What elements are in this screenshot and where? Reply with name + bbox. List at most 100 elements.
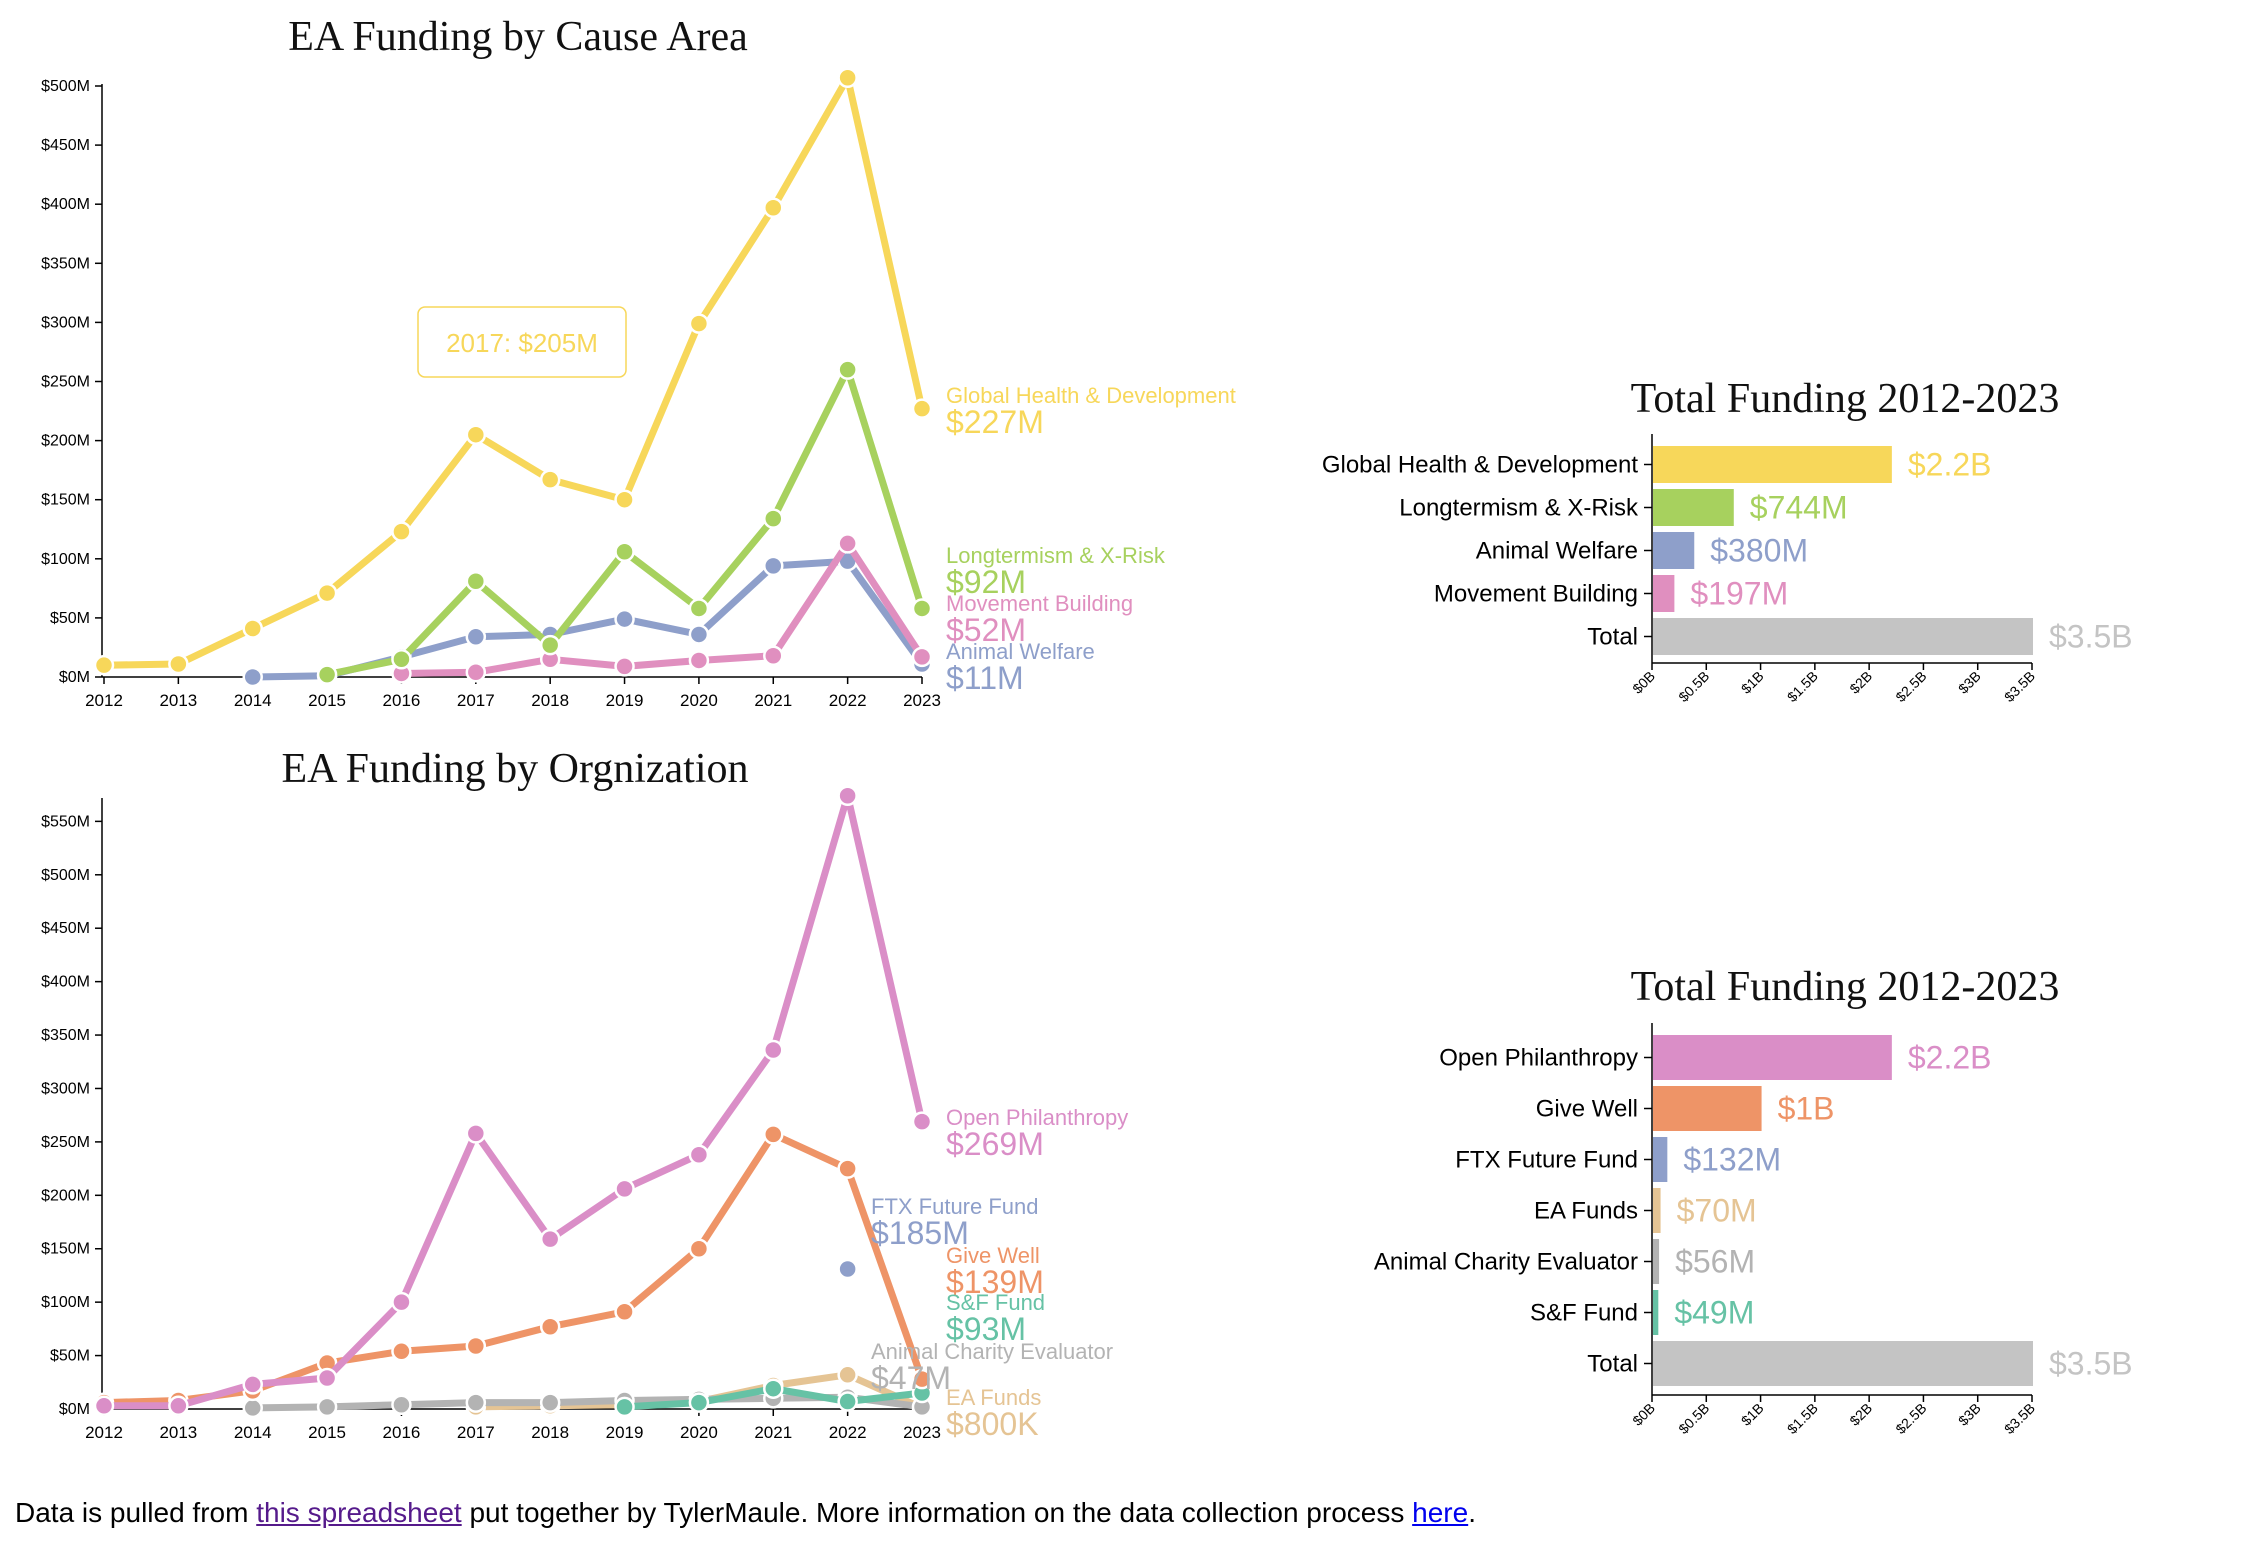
tooltip-box [417,306,627,378]
tooltip-text: 2017: $205M [446,328,598,358]
y-tick-label: $300M [41,314,90,331]
x-tick-label: 2017 [457,1423,495,1442]
data-point-longtermism-and-x-risk-2017 [465,571,487,592]
bar-value-longtermism-and-x-risk: $744M [1750,490,1848,526]
y-tick-label: $250M [41,1134,90,1151]
end-label-name-sandf-fund: S&F Fund [946,1290,1045,1315]
bar-total [1653,618,2033,655]
y-tick-label: $350M [41,255,90,272]
data-point-ea-funds-2022 [837,1364,858,1386]
series-animal-charity-evaluator [242,1386,933,1419]
data-point-open-philanthropy-2015 [316,1367,338,1389]
bar-value-sandf-fund: $49M [1674,1295,1754,1331]
category-label-movement-building: Movement Building [1434,581,1638,608]
x-tick-label: 2016 [383,691,421,710]
x-tick-label: 2015 [308,691,346,710]
data-point-global-health-and-development-2023 [911,398,933,419]
bar-ea-funds [1653,1188,1661,1233]
x-tick-label: $1.5B [1784,1400,1821,1437]
bar-value-ea-funds: $70M [1677,1193,1757,1229]
data-point-open-philanthropy-2023 [911,1111,933,1132]
data-point-open-philanthropy-2021 [763,1039,784,1061]
x-tick-label: 2021 [754,1423,792,1442]
data-point-movement-building-2020 [688,650,710,671]
bar-value-global-health-and-development: $2.2B [1908,447,1992,483]
bar-give-well [1653,1086,1762,1131]
bar-value-ftx-future-fund: $132M [1683,1142,1781,1178]
x-tick-label: 2016 [383,1423,421,1442]
bar-total [1653,1341,2033,1386]
x-tick-label: 2015 [308,1423,346,1442]
y-tick-label: $150M [41,1241,90,1258]
bar-value-animal-welfare: $380M [1710,533,1808,569]
y-tick-label: $250M [41,374,90,391]
data-point-animal-welfare-2019 [614,608,635,630]
series-ftx-future-fund [837,1258,858,1280]
data-point-longtermism-and-x-risk-2022 [837,359,858,380]
y-tick-label: $0M [59,1401,90,1418]
data-point-animal-welfare-2017 [465,626,487,648]
series-sandf-fund [614,1378,933,1418]
y-tick-label: $100M [41,1294,90,1311]
x-tick-label: $0.5B [1675,1400,1712,1437]
y-tick-label: $200M [41,433,90,450]
data-point-global-health-and-development-2022 [837,67,858,88]
data-point-open-philanthropy-2020 [688,1144,710,1165]
x-tick-label: 2020 [680,1423,718,1442]
bar-value-animal-charity-evaluator: $56M [1675,1244,1755,1280]
y-tick-label: $400M [41,196,90,213]
chart-organization-total-bar-chart: Total Funding 2012-2023 Open Philanthropy… [1374,964,2133,1437]
x-tick-label: 2014 [234,691,272,710]
x-tick-label: 2018 [531,1423,569,1442]
chart-cause-area-line-chart: EA Funding by Cause Area $0M $50M $100M $150… [41,14,1236,710]
x-tick-label: 2019 [606,691,644,710]
data-point-open-philanthropy-2013 [168,1395,189,1417]
category-label-global-health-and-development: Global Health & Development [1322,452,1639,479]
end-label-name-movement-building: Movement Building [946,591,1133,616]
x-tick-label: 2023 [903,691,941,710]
x-tick-label: $3B [1955,1400,1984,1429]
end-label-name-open-philanthropy: Open Philanthropy [946,1105,1128,1130]
category-label-longtermism-and-x-risk: Longtermism & X-Risk [1399,495,1639,522]
data-point-longtermism-and-x-risk-2018 [539,634,561,656]
x-tick-label: $0B [1629,1400,1658,1429]
chart-title: Total Funding 2012-2023 [1631,376,2060,422]
end-label-value-open-philanthropy: $269M [946,1126,1044,1162]
data-point-global-health-and-development-2018 [539,469,561,490]
data-point-longtermism-and-x-risk-2020 [688,598,710,619]
spreadsheet-link[interactable]: this spreadsheet [256,1497,462,1528]
data-point-give-well-2021 [763,1124,784,1145]
bar-global-health-and-development [1653,446,1892,483]
category-label-give-well: Give Well [1536,1096,1638,1123]
series-line-give-well [100,1130,926,1407]
y-tick-label: $300M [41,1080,90,1097]
category-label-total: Total [1587,624,1638,651]
data-point-ftx-future-fund-2022 [837,1258,858,1280]
data-point-longtermism-and-x-risk-2019 [614,541,635,562]
data-point-give-well-2019 [614,1301,635,1323]
y-tick-label: $400M [41,974,90,991]
chart-cause-total-bar-chart: Total Funding 2012-2023 Global Health & D… [1322,376,2133,705]
data-point-open-philanthropy-2018 [539,1228,561,1250]
data-point-animal-charity-evaluator-2017 [465,1392,487,1413]
x-tick-label: 2012 [85,691,123,710]
x-tick-label: $2B [1846,668,1875,697]
end-label-name-animal-welfare: Animal Welfare [946,639,1095,664]
methodology-link[interactable]: here [1412,1497,1469,1528]
data-point-movement-building-2017 [465,662,487,683]
data-point-global-health-and-development-2015 [316,582,338,604]
data-point-animal-charity-evaluator-2015 [316,1396,338,1418]
x-tick-label: $1.5B [1784,668,1821,705]
data-point-movement-building-2019 [614,656,635,677]
data-point-open-philanthropy-2019 [614,1178,635,1200]
x-tick-label: $0.5B [1675,668,1712,705]
data-point-open-philanthropy-2016 [391,1291,412,1313]
x-tick-label: 2023 [903,1423,941,1442]
y-tick-label: $450M [41,920,90,937]
data-point-give-well-2022 [837,1158,858,1179]
series-line-open-philanthropy [100,792,926,1410]
x-tick-label: $2.5B [1892,668,1929,705]
end-label-value-animal-charity-evaluator: $47M [871,1360,951,1396]
end-label-value-give-well: $139M [946,1264,1044,1300]
